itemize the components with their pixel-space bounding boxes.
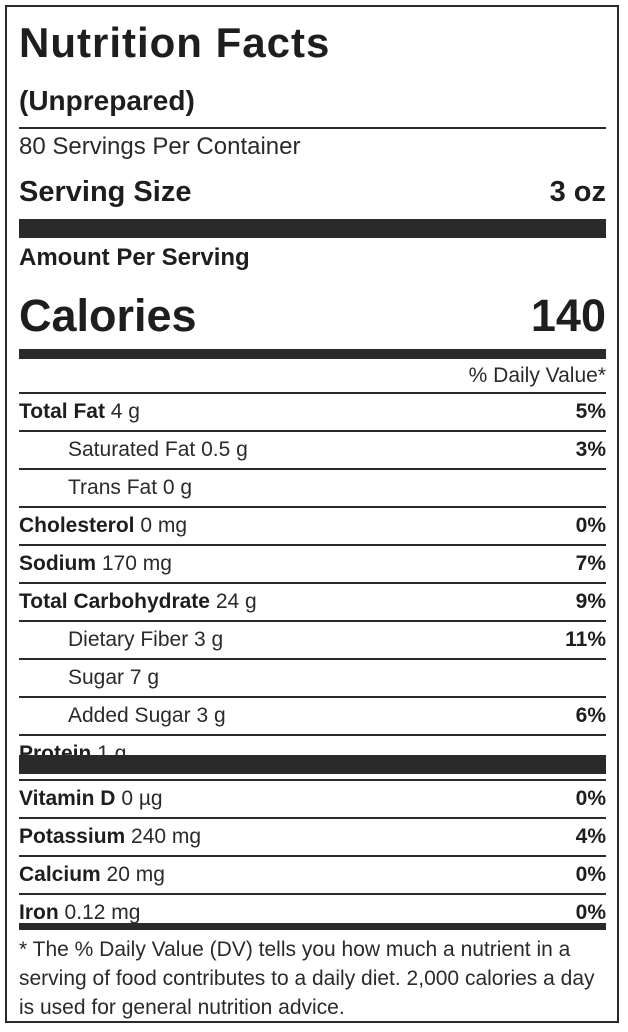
serving-size-value: 3 oz [549,176,606,208]
label-subtitle: (Unprepared) [19,85,195,116]
nutrient-amount: 240 mg [131,825,202,848]
nutrient-row: Sugar 7 g [19,660,606,696]
servings-per-container: 80 Servings Per Container [19,133,301,160]
nutrient-label: Dietary Fiber 3 g [19,628,223,652]
nutrient-amount: 3 g [194,628,224,651]
row-divider [19,779,606,781]
footnote: * The % Daily Value (DV) tells you how m… [19,938,595,1019]
nutrient-amount: 0 mg [140,514,188,537]
nutrient-daily-value: 0% [575,514,606,537]
nutrient-label: Saturated Fat 0.5 g [19,438,248,462]
nutrient-name: Sodium [19,552,96,575]
nutrient-amount: 0 g [162,476,193,499]
nutrient-amount: 0 µg [121,787,163,810]
nutrient-list: Total Fat 4 g 5% Saturated Fat 0.5 g 3% Tran… [19,392,606,772]
label-title: Nutrition Facts [19,19,331,66]
divider-thin [19,127,606,129]
nutrient-amount: 170 mg [101,552,172,575]
daily-value-header: % Daily Value* [468,364,606,387]
nutrient-amount: 7 g [129,666,160,689]
nutrient-row: Total Fat 4 g 5% [19,394,606,430]
calories-row: Calories 140 [19,291,606,341]
nutrient-row: Trans Fat 0 g [19,470,606,506]
nutrient-daily-value: 3% [575,438,606,461]
row-divider [19,620,606,622]
vitamin-list: Vitamin D 0 µg 0% Potassium 240 mg 4% Calciu… [19,779,606,931]
nutrient-daily-value: 0% [575,787,606,810]
nutrient-name: Cholesterol [19,514,135,537]
nutrient-label: Total Carbohydrate 24 g [19,590,257,614]
row-divider [19,430,606,432]
nutrient-label: Trans Fat 0 g [19,476,192,500]
row-divider [19,855,606,857]
nutrient-row: Sodium 170 mg 7% [19,546,606,582]
nutrient-label: Sugar 7 g [19,666,159,690]
nutrient-daily-value: 7% [575,552,606,575]
nutrient-row: Calcium 20 mg 0% [19,857,606,893]
nutrient-amount: 4 g [110,400,140,423]
row-divider [19,468,606,470]
nutrient-daily-value: 6% [575,704,606,727]
row-divider [19,506,606,508]
nutrient-name: Dietary Fiber [68,628,189,651]
nutrient-row: Cholesterol 0 mg 0% [19,508,606,544]
nutrient-daily-value: 0% [575,863,606,886]
nutrient-label: Iron 0.12 mg [19,901,140,925]
nutrient-label: Total Fat 4 g [19,400,140,424]
nutrient-amount: 3 g [196,704,226,727]
row-divider [19,893,606,895]
row-divider [19,658,606,660]
nutrient-name: Calcium [19,863,101,886]
nutrient-name: Iron [19,901,59,924]
divider-thick [19,755,606,774]
nutrient-name: Trans Fat [68,476,158,499]
nutrient-row: Added Sugar 3 g 6% [19,698,606,734]
nutrient-label: Potassium 240 mg [19,825,201,849]
nutrient-row: Total Carbohydrate 24 g 9% [19,584,606,620]
nutrient-label: Cholesterol 0 mg [19,514,187,538]
nutrient-daily-value: 11% [565,628,606,651]
nutrient-label: Added Sugar 3 g [19,704,226,728]
nutrient-row: Vitamin D 0 µg 0% [19,781,606,817]
row-divider [19,582,606,584]
row-divider [19,696,606,698]
nutrient-name: Added Sugar [68,704,191,727]
divider-medium [19,923,606,930]
nutrient-row: Saturated Fat 0.5 g 3% [19,432,606,468]
nutrient-daily-value: 0% [575,901,606,924]
row-divider [19,817,606,819]
nutrient-name: Potassium [19,825,126,848]
serving-size-row: Serving Size 3 oz [19,175,606,209]
nutrient-name: Vitamin D [19,787,116,810]
nutrient-amount: 0.12 mg [64,901,141,924]
nutrient-row: Potassium 240 mg 4% [19,819,606,855]
nutrient-amount: 20 mg [106,863,165,886]
nutrient-label: Calcium 20 mg [19,863,165,887]
calories-value: 140 [530,290,606,341]
nutrient-name: Total Fat [19,400,105,423]
nutrient-name: Total Carbohydrate [19,590,210,613]
nutrient-daily-value: 9% [575,590,606,613]
nutrient-daily-value: 5% [575,400,606,423]
divider-thick [19,219,606,238]
row-divider [19,734,606,736]
nutrient-label: Sodium 170 mg [19,552,172,576]
amount-per-serving: Amount Per Serving [19,244,250,271]
nutrition-facts-panel: Nutrition Facts (Unprepared) 80 Servings… [5,5,619,1023]
nutrient-name: Saturated Fat [68,438,196,461]
row-divider [19,392,606,394]
divider-medium [19,349,606,359]
nutrition-facts-content: Nutrition Facts (Unprepared) 80 Servings… [19,7,606,1021]
nutrient-label: Vitamin D 0 µg [19,787,163,811]
nutrient-amount: 0.5 g [201,438,248,461]
nutrient-amount: 24 g [215,590,257,613]
calories-label: Calories [19,290,197,341]
nutrient-name: Sugar [68,666,125,689]
serving-size-label: Serving Size [19,176,192,208]
row-divider [19,544,606,546]
nutrient-row: Dietary Fiber 3 g 11% [19,622,606,658]
nutrient-row: Iron 0.12 mg 0% [19,895,606,931]
nutrient-daily-value: 4% [575,825,606,848]
